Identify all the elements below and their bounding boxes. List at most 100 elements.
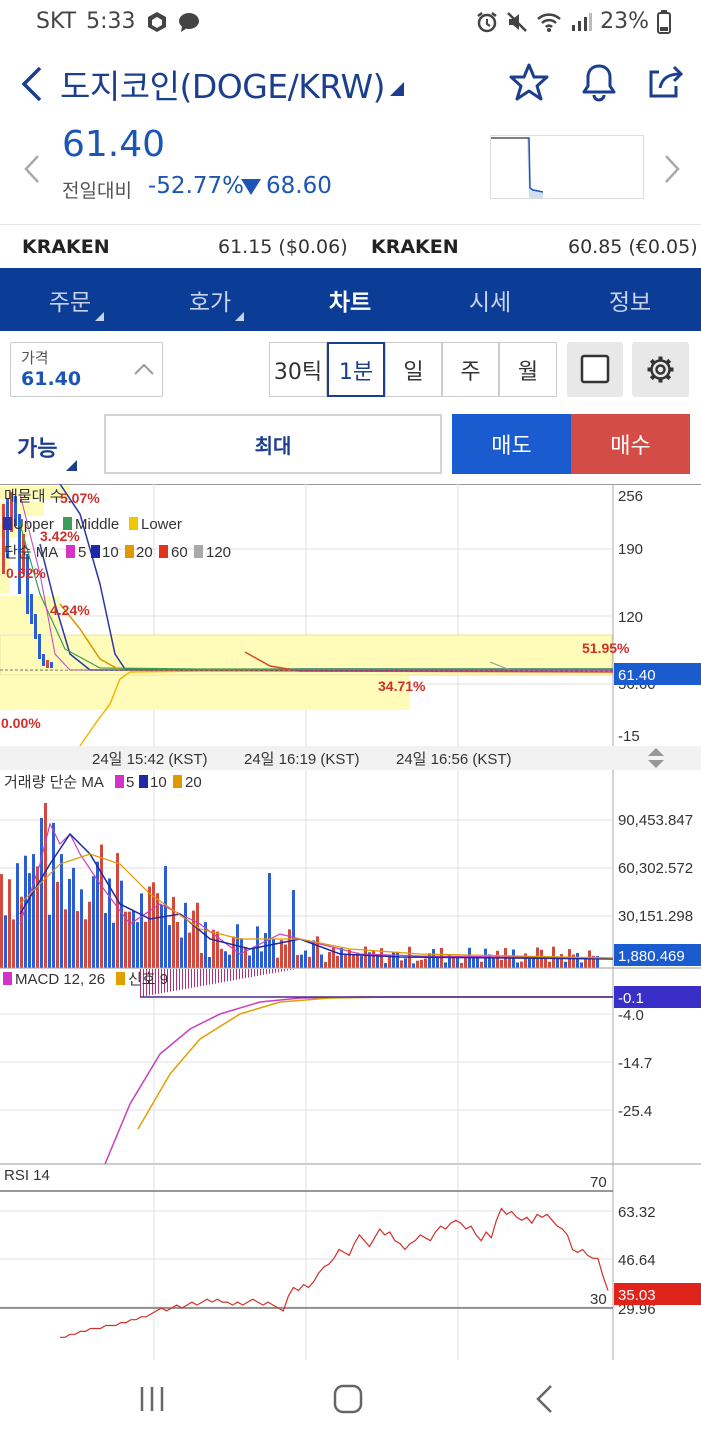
tab-market[interactable]: 시세 <box>420 268 560 331</box>
rsi-upper-level: 70 <box>590 1174 607 1191</box>
resize-handle-icon[interactable] <box>648 748 664 768</box>
fullscreen-button[interactable] <box>567 342 623 397</box>
volume-bar <box>264 933 267 968</box>
carrier-label: SKT <box>36 9 77 34</box>
volume-bar <box>160 904 163 968</box>
volume-bar <box>516 962 519 968</box>
coin-title[interactable]: 도지코인(DOGE/KRW) <box>60 67 385 106</box>
vp-percent: 0.00% <box>1 715 41 731</box>
max-quantity-button[interactable]: 최대 <box>104 414 442 474</box>
macd-histogram-bar <box>176 969 177 991</box>
macd-histogram-bar <box>140 969 141 997</box>
prev-coin-icon[interactable] <box>22 154 42 184</box>
volume-bar <box>436 957 439 968</box>
volume-bar <box>524 953 527 968</box>
volume-bar <box>432 949 435 968</box>
macd-signal-legend: 신호 9 <box>128 971 168 988</box>
volume-bar <box>204 922 207 968</box>
recent-apps-icon[interactable] <box>138 1385 166 1413</box>
submenu-triangle-icon <box>95 312 104 321</box>
volume-bar <box>544 959 547 968</box>
period-1min[interactable]: 1분 <box>327 342 385 397</box>
current-volume-tag: 1,880.469 <box>618 948 685 965</box>
macd-histogram-bar <box>170 969 171 992</box>
volume-bar <box>156 893 159 968</box>
volume-bar <box>596 956 599 968</box>
dropdown-triangle-icon[interactable] <box>390 82 404 96</box>
tab-label: 주문 <box>48 289 92 316</box>
vp-percent: 3.42% <box>40 528 80 544</box>
price-selector[interactable]: 가격 61.40 <box>10 342 163 397</box>
tab-orderbook[interactable]: 호가 <box>140 268 280 331</box>
tab-order[interactable]: 주문 <box>0 268 140 331</box>
favorite-star-icon[interactable] <box>509 62 549 102</box>
volume-bar <box>52 822 55 968</box>
period-30tick[interactable]: 30틱 <box>269 342 327 397</box>
back-nav-icon[interactable] <box>533 1384 555 1414</box>
volume-bar <box>268 873 271 968</box>
volume-bar <box>564 961 567 968</box>
volume-bar <box>460 962 463 968</box>
macd-histogram-bar <box>143 969 144 997</box>
ma-legend: 단순 MA 5 10 20 60 120 <box>4 544 231 561</box>
buy-button[interactable]: 매수 <box>571 414 690 474</box>
share-icon[interactable] <box>646 62 686 102</box>
volume-bar <box>364 946 367 968</box>
chart-area[interactable]: 매물대 수 Upper Middle Lower 단순 MA 5 10 20 6… <box>0 483 701 1360</box>
volume-bar <box>64 909 67 968</box>
volume-bar <box>372 950 375 968</box>
home-icon[interactable] <box>333 1384 363 1414</box>
volume-bar <box>44 803 47 968</box>
back-icon[interactable] <box>18 64 46 104</box>
volume-bar <box>40 818 43 968</box>
current-price: 61.40 <box>62 124 166 165</box>
signal-icon <box>572 12 593 31</box>
available-label[interactable]: 가능 <box>17 437 58 462</box>
y-tick: 120 <box>618 609 643 626</box>
volume-bar <box>92 876 95 968</box>
y-tick: 60,302.572 <box>618 860 693 877</box>
volume-bar <box>184 902 187 968</box>
volume-bar <box>448 955 451 968</box>
volume-bar <box>508 957 511 968</box>
sell-button[interactable]: 매도 <box>452 414 571 474</box>
chat-notification-icon <box>178 12 199 32</box>
macd-histogram-bar <box>254 969 255 977</box>
y-tick: 46.64 <box>618 1252 656 1269</box>
period-day[interactable]: 일 <box>385 342 442 397</box>
y-tick: 30,151.298 <box>618 908 693 925</box>
volume-bar <box>148 886 151 968</box>
period-week[interactable]: 주 <box>442 342 499 397</box>
change-label: 전일대비 <box>62 180 132 202</box>
macd-histogram-bar <box>161 969 162 994</box>
clock: 5:33 <box>86 9 136 34</box>
next-coin-icon[interactable] <box>662 154 682 184</box>
volume-bar <box>356 952 359 968</box>
volume-bar <box>532 958 535 968</box>
alert-bell-icon[interactable] <box>580 62 618 102</box>
x-tick: 24일 16:19 (KST) <box>244 751 360 768</box>
price-sparkline[interactable] <box>490 135 644 199</box>
volume-bar <box>304 950 307 968</box>
volume-bar <box>192 910 195 968</box>
macd-histogram-bar <box>179 969 180 990</box>
volume-bar <box>96 861 99 968</box>
tab-chart[interactable]: 차트 <box>280 268 420 331</box>
tab-info[interactable]: 정보 <box>560 268 700 331</box>
macd-histogram-bar <box>257 969 258 976</box>
macd-histogram-bar <box>188 969 189 989</box>
period-month[interactable]: 월 <box>499 342 557 397</box>
dropdown-triangle-icon[interactable] <box>66 460 77 471</box>
macd-histogram-bar <box>221 969 222 983</box>
volume-bar <box>276 957 279 968</box>
chart-settings-button[interactable] <box>632 342 689 397</box>
volume-bar <box>316 936 319 968</box>
volume-bar <box>312 940 315 968</box>
status-bar: SKT 5:33 23% <box>0 0 701 44</box>
y-tick: -14.7 <box>618 1055 652 1072</box>
volume-bar <box>220 948 223 968</box>
vp-percent: 51.95% <box>582 640 630 656</box>
volume-bar <box>224 951 227 968</box>
volume-bar <box>488 954 491 968</box>
macd-histogram-bar <box>155 969 156 995</box>
